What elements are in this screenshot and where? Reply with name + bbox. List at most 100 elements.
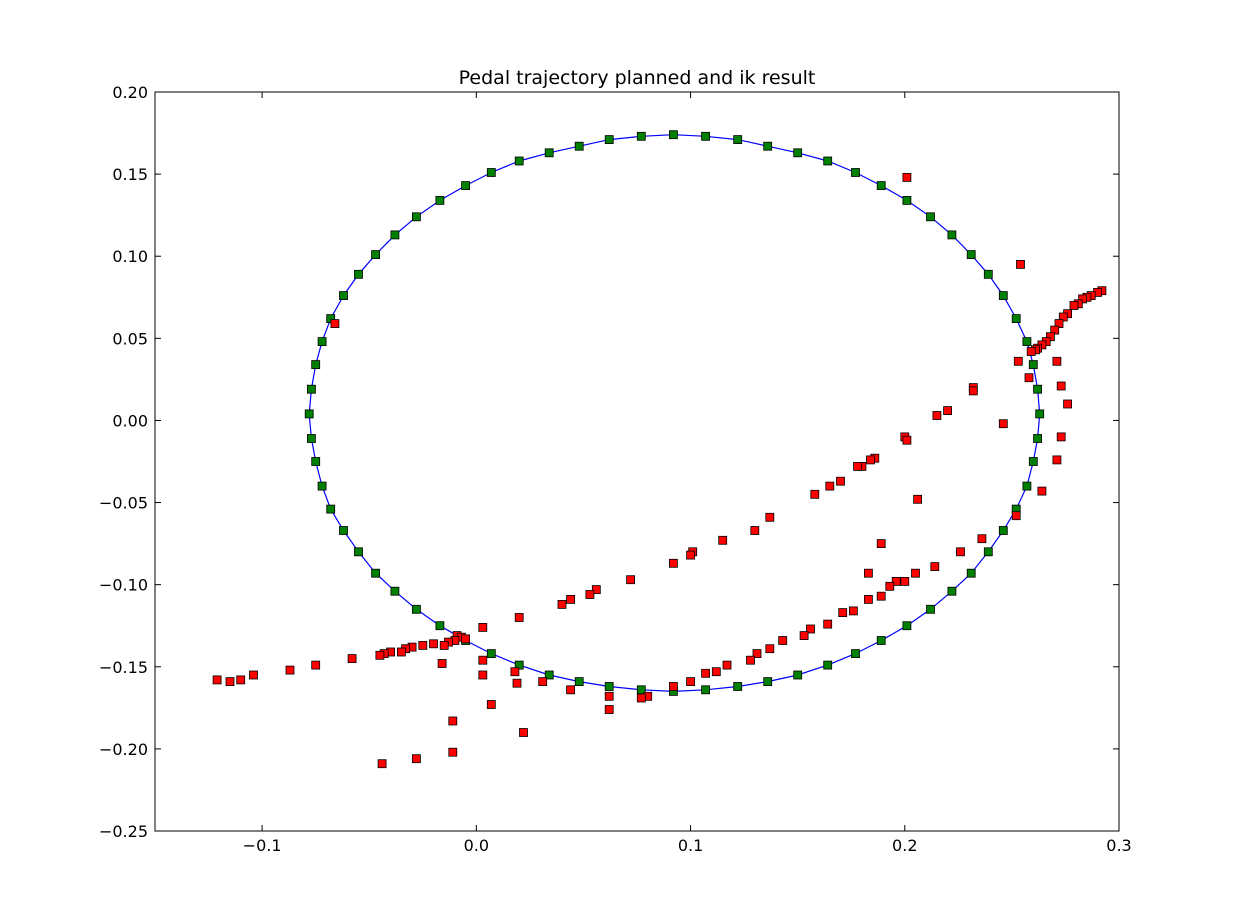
ik-result-point: [1069, 301, 1079, 310]
ik-result-point: [932, 411, 942, 420]
ik-result-point: [885, 581, 895, 591]
ik-result-point: [225, 677, 235, 686]
planned-point: [411, 212, 421, 222]
planned-point: [371, 568, 381, 578]
planned-point: [544, 148, 554, 158]
ik-result-point: [864, 595, 873, 604]
ik-result-point: [377, 759, 387, 769]
ik-result-point: [943, 406, 952, 416]
ik-result-point: [510, 667, 520, 677]
ik-result-point: [810, 489, 820, 499]
planned-point: [354, 269, 363, 279]
planned-point: [926, 212, 935, 222]
planned-point: [763, 141, 773, 151]
planned-point: [411, 604, 421, 614]
ik-result-point: [806, 624, 815, 634]
ik-result-point: [461, 634, 471, 644]
ik-result-point: [1013, 356, 1023, 366]
chart-title: Pedal trajectory planned and ik result: [459, 67, 816, 89]
planned-point: [544, 670, 554, 680]
planned-point: [902, 621, 912, 631]
ik-result-point: [1037, 486, 1047, 496]
planned-point: [701, 131, 710, 141]
ik-result-point: [448, 716, 458, 726]
ik-result-point: [437, 659, 447, 668]
planned-point: [733, 682, 743, 691]
ik-result-point: [512, 678, 522, 688]
ik-result-point: [1026, 347, 1036, 356]
ik-result-point: [849, 606, 858, 616]
ik-result-point: [212, 675, 222, 685]
data-layer: [212, 130, 1107, 769]
planned-point: [311, 457, 321, 466]
y-tick-label: 0.00: [112, 411, 148, 430]
ik-result-point: [866, 455, 875, 465]
planned-point: [1033, 384, 1042, 394]
planned-point: [1028, 457, 1038, 466]
ik-result-point: [285, 665, 295, 675]
ik-result-point: [429, 639, 438, 649]
ik-result-point: [1063, 399, 1072, 409]
ik-result-point: [891, 577, 901, 586]
planned-point: [317, 337, 327, 347]
x-tick-label: 0.1: [678, 836, 703, 855]
ik-result-point: [876, 591, 886, 601]
ik-result-point: [418, 641, 428, 650]
planned-point: [1011, 314, 1021, 324]
x-tick-label: 0.0: [464, 836, 489, 855]
planned-point: [574, 677, 584, 686]
planned-point: [574, 141, 584, 151]
planned-point: [461, 181, 471, 191]
planned-point: [486, 168, 496, 177]
x-tick-label: 0.2: [892, 836, 917, 855]
plot-area: [212, 130, 1107, 769]
ik-result-point: [538, 677, 548, 686]
planned-point: [733, 135, 743, 145]
ik-result-point: [900, 577, 910, 586]
planned-point: [876, 181, 886, 191]
planned-point: [354, 547, 363, 557]
axes-frame: [154, 91, 1120, 832]
planned-point: [793, 148, 803, 158]
ik-result-point: [669, 682, 678, 691]
planned-point: [604, 682, 614, 691]
ik-result-point: [591, 585, 601, 594]
x-tick-label: −0.1: [243, 836, 282, 855]
planned-point: [998, 526, 1008, 535]
ik-result-point: [746, 655, 755, 665]
planned-point: [306, 384, 316, 394]
ik-result-point: [311, 660, 321, 670]
ik-result-point: [566, 595, 575, 604]
y-tick-label: 0.10: [112, 247, 148, 266]
planned-point: [763, 677, 773, 686]
ik-result-point: [711, 667, 721, 677]
ik-result-point: [236, 675, 246, 685]
planned-point: [1035, 409, 1045, 419]
planned-point: [306, 434, 316, 443]
y-tick-label: −0.10: [99, 576, 148, 595]
x-tick-label: 0.3: [1106, 836, 1131, 855]
planned-point: [966, 568, 976, 578]
ik-result-point: [752, 649, 762, 658]
y-tick-label: 0.20: [112, 83, 148, 102]
planned-point: [604, 135, 614, 145]
ik-result-point: [913, 494, 922, 504]
ik-result-point: [686, 677, 695, 686]
planned-point: [851, 649, 860, 658]
ik-result-point: [1016, 259, 1025, 269]
ik-result-point: [1056, 381, 1066, 391]
ik-result-point: [825, 481, 835, 491]
ik-result-point: [519, 728, 528, 737]
y-tick-label: −0.15: [99, 658, 148, 677]
planned-point: [339, 291, 348, 301]
y-tick-label: −0.25: [99, 822, 148, 841]
y-tick-label: −0.20: [99, 740, 148, 759]
y-tick-label: 0.05: [112, 329, 148, 348]
planned-point: [326, 504, 336, 514]
ik-result-point: [765, 512, 775, 522]
ik-result-point: [411, 754, 421, 764]
ik-result-point: [448, 747, 458, 757]
ik-result-point: [718, 535, 728, 545]
planned-point: [902, 195, 912, 205]
